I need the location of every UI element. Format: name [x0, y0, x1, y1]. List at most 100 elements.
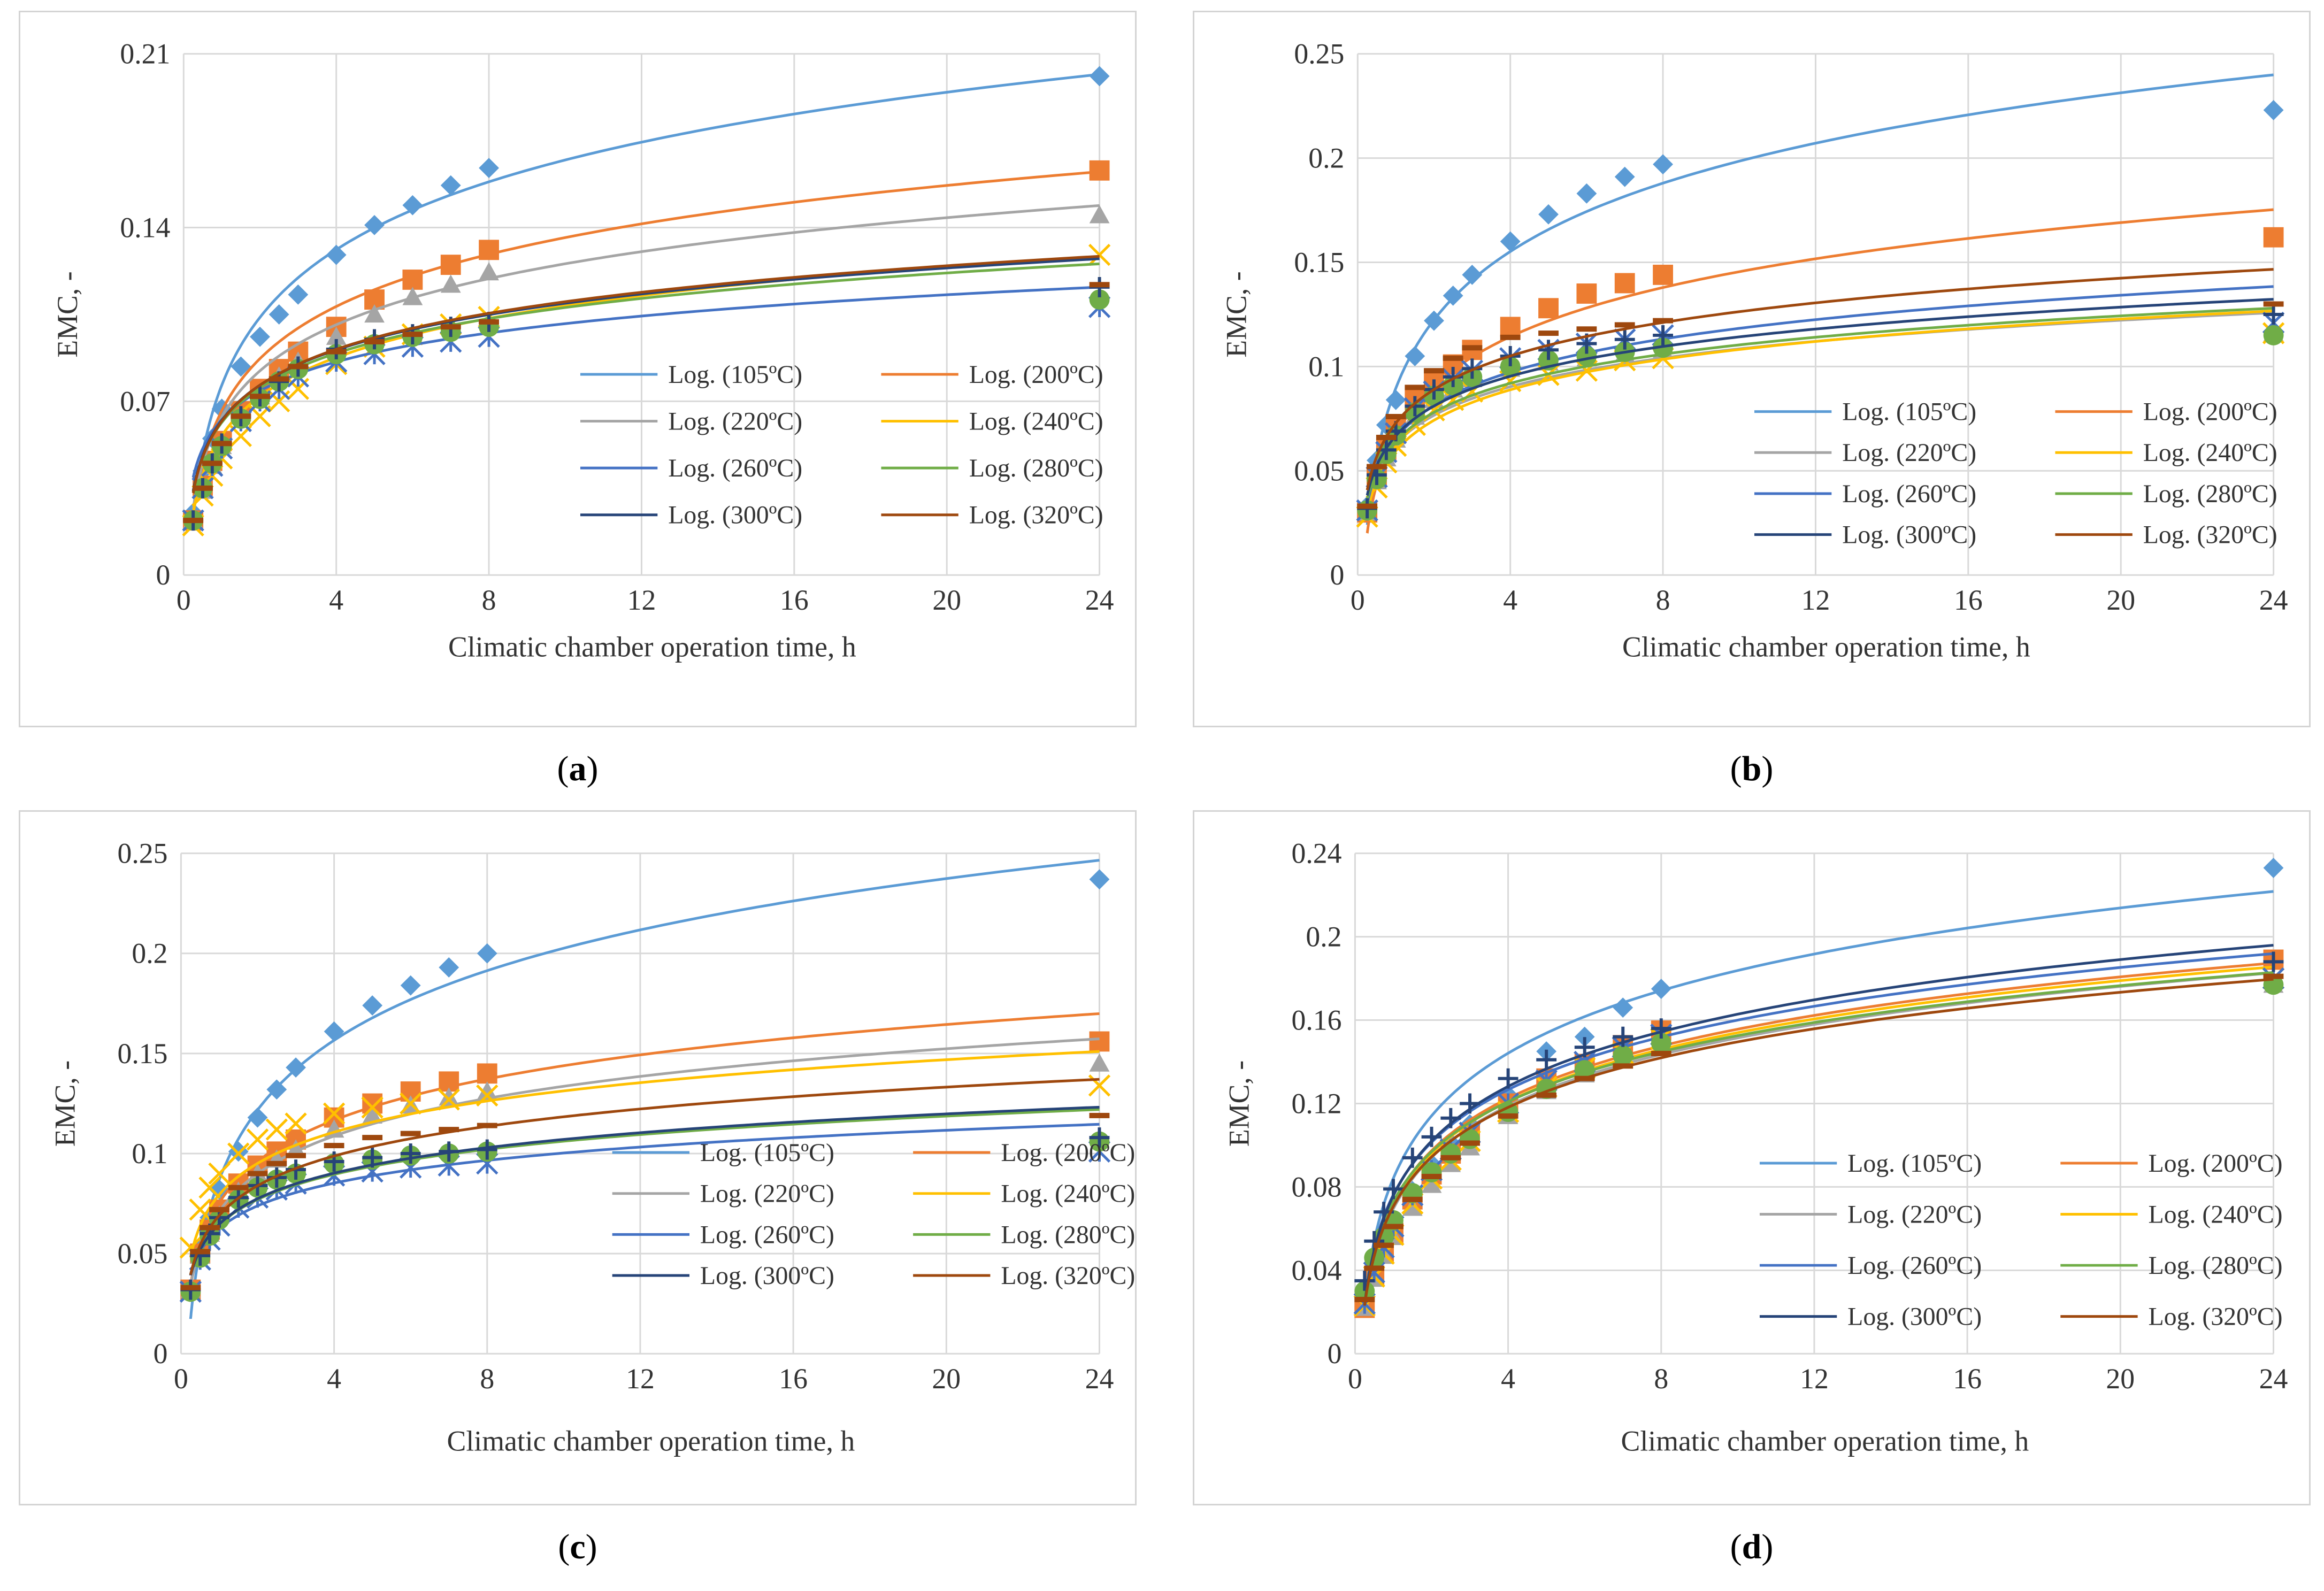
data-point-320 [1462, 345, 1483, 351]
legend-label-260: Log. (260ºC) [1842, 480, 1976, 508]
data-point-320 [1421, 1173, 1442, 1179]
chart-a-x-tick-label: 12 [627, 584, 656, 616]
data-point-320 [247, 1171, 268, 1177]
chart-b-gridlines [1356, 53, 2275, 576]
data-point-320 [1498, 1113, 1518, 1119]
data-point-320 [1574, 1075, 1595, 1081]
data-point-105 [2263, 858, 2284, 878]
chart-a-y-tick-label: 0 [156, 559, 171, 591]
chart-b-x-tick-label: 16 [1954, 584, 1983, 616]
chart-c-x-axis-title: Climatic chamber operation time, h [447, 1425, 855, 1457]
chart-d-series-260 [1353, 952, 2285, 1315]
data-point-105 [1653, 154, 1673, 175]
data-point-280 [1651, 1033, 1671, 1054]
data-point-300 [400, 1143, 421, 1164]
data-point-300 [1354, 1270, 1375, 1291]
chart-a-x-tick-label: 8 [482, 584, 496, 616]
trendline-320 [191, 255, 1100, 494]
chart-d-series-105 [1354, 858, 2284, 1314]
data-point-300 [190, 1245, 211, 1266]
legend-label-220: Log. (220ºC) [1847, 1200, 1982, 1228]
chart-c-x-tick-label: 16 [779, 1363, 808, 1395]
chart-c-x-tick-label: 8 [480, 1363, 494, 1395]
data-point-320 [1383, 1224, 1403, 1229]
data-point-320 [200, 1225, 220, 1231]
data-point-280 [2263, 325, 2284, 345]
data-point-280 [1574, 1060, 1595, 1081]
chart-b-x-axis-title: Climatic chamber operation time, h [1622, 631, 2030, 663]
trendline-105 [189, 859, 1100, 1319]
chart-a-x-axis-title: Climatic chamber operation time, h [448, 631, 856, 663]
data-point-105 [250, 326, 270, 347]
trendline-200 [189, 1012, 1100, 1285]
data-point-220 [364, 304, 385, 323]
data-point-320 [228, 1185, 249, 1190]
legend-label-280: Log. (280ºC) [2149, 1251, 2283, 1280]
data-point-105 [1443, 285, 1463, 306]
legend-label-240: Log. (240ºC) [2149, 1200, 2283, 1228]
data-point-280 [1613, 1045, 1633, 1066]
data-point-220 [1089, 1053, 1110, 1072]
chart-a-legend: Log. (105ºC) Log. (200ºC) Log. (220ºC) Log.… [580, 360, 1103, 529]
chart-d-x-tick-label: 24 [2259, 1363, 2288, 1395]
chart-b-x-tick-label: 24 [2259, 584, 2288, 616]
chart-d-x-tick-label: 4 [1501, 1363, 1515, 1395]
data-point-220 [1089, 205, 1110, 224]
chart-a-x-tick-label: 20 [932, 584, 961, 616]
data-point-105 [1500, 231, 1521, 252]
data-point-320 [362, 1135, 383, 1141]
chart-b-y-tick-label: 0.15 [1294, 246, 1344, 278]
data-point-320 [364, 339, 385, 344]
chart-d-gridlines [1354, 852, 2274, 1355]
data-point-105 [326, 244, 347, 265]
trendline-105 [1366, 73, 2274, 526]
data-point-200 [477, 1063, 497, 1084]
chart-b-y-tick-label: 0.2 [1308, 142, 1344, 174]
data-point-320 [479, 319, 499, 325]
legend-label-320: Log. (320ºC) [2143, 521, 2277, 549]
data-point-105 [286, 1057, 306, 1078]
data-point-320 [266, 1160, 287, 1166]
data-point-320 [1538, 331, 1559, 336]
chart-c-series-240 [179, 1050, 1111, 1259]
chart-c-x-tick-label: 12 [626, 1363, 655, 1395]
chart-c-legend: Log. (105ºC) Log. (200ºC) Log. (220ºC) Log.… [612, 1139, 1135, 1290]
chart-a-y-tick-label: 0.07 [120, 385, 170, 417]
data-point-300 [1402, 1147, 1423, 1168]
data-point-320 [1651, 1050, 1671, 1056]
legend-label-105: Log. (105ºC) [1842, 398, 1976, 426]
chart-a-y-axis-title: EMC, - [51, 271, 83, 357]
chart-a-x-tick-label: 0 [177, 584, 191, 616]
trendline-280 [1366, 306, 2274, 501]
chart-b-x-tick-label: 12 [1801, 584, 1830, 616]
data-point-320 [193, 485, 213, 491]
data-point-105 [479, 158, 499, 179]
trendline-320 [1366, 268, 2274, 491]
data-point-300 [1405, 396, 1425, 417]
data-point-320 [477, 1123, 497, 1128]
chart-c-svg: 0 4 8 12 16 20 24 0 0.05 0.1 0.15 0.2 0.25 Climatic c… [49, 837, 1135, 1457]
data-point-300 [1383, 1179, 1403, 1200]
data-point-320 [1405, 385, 1425, 390]
data-point-240 [208, 1162, 231, 1185]
trendline-105 [1363, 890, 2274, 1304]
data-point-240 [1088, 243, 1111, 266]
chart-d-series-280 [1354, 971, 2284, 1302]
data-point-105 [400, 975, 421, 996]
caption-c: (c) [558, 1527, 597, 1566]
legend-label-240: Log. (240ºC) [969, 407, 1103, 435]
data-point-200 [1500, 317, 1521, 337]
chart-c-x-tick-label: 0 [174, 1363, 188, 1395]
caption-b: (b) [1730, 749, 1774, 788]
data-point-320 [286, 1152, 306, 1158]
data-point-320 [1376, 434, 1397, 440]
data-point-300 [1651, 1018, 1671, 1039]
chart-a-svg: 0 4 8 12 16 20 24 0 0.07 0.14 0.21 Climatic chamber… [51, 38, 1114, 663]
data-point-105 [1614, 166, 1635, 187]
legend-label-220: Log. (220ºC) [668, 407, 802, 435]
chart-d-y-tick-label: 0.08 [1291, 1171, 1341, 1203]
chart-d-series-300 [1354, 943, 2284, 1305]
data-point-320 [1089, 282, 1110, 288]
data-point-300 [1089, 1127, 1110, 1148]
data-point-300 [1614, 329, 1635, 350]
